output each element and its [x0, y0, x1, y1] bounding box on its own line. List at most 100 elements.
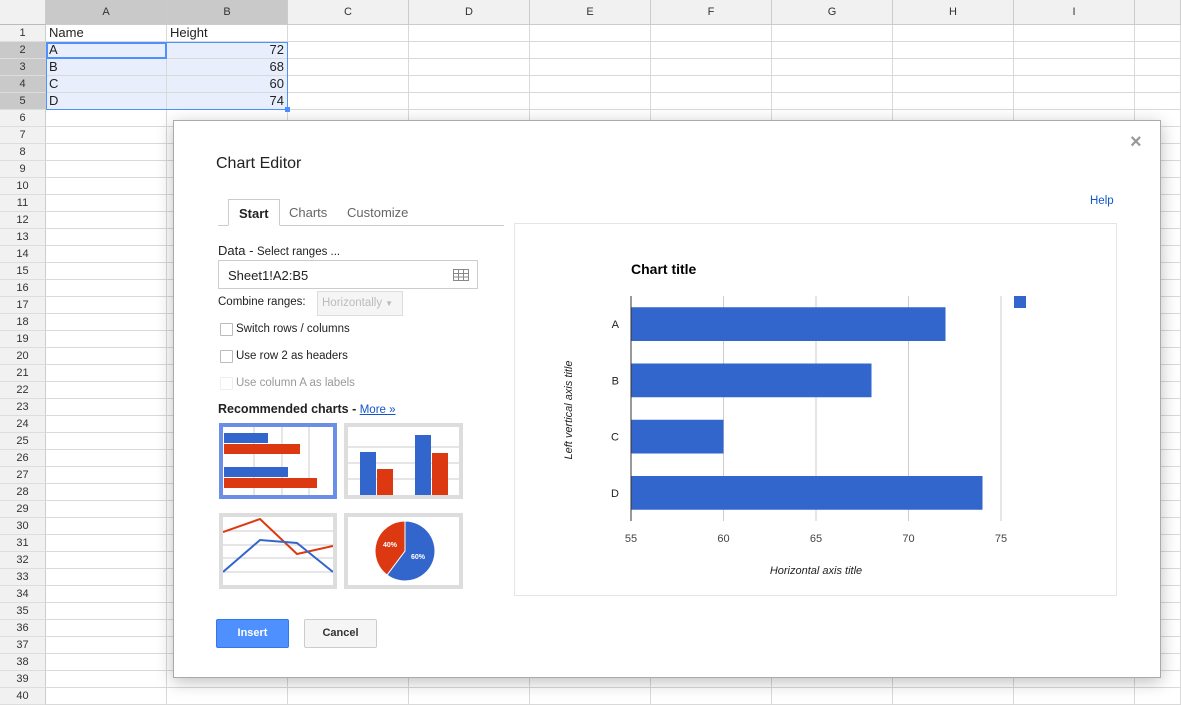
cell[interactable]: [530, 59, 651, 76]
cell[interactable]: [46, 450, 167, 467]
column-header[interactable]: [1135, 0, 1181, 25]
cell[interactable]: C: [46, 76, 167, 93]
cell[interactable]: [46, 637, 167, 654]
cell[interactable]: [893, 671, 1014, 688]
cell[interactable]: [288, 25, 409, 42]
cell[interactable]: [288, 42, 409, 59]
cell[interactable]: [772, 76, 893, 93]
cell[interactable]: [772, 25, 893, 42]
row-header[interactable]: 35: [0, 603, 46, 620]
row-header[interactable]: 21: [0, 365, 46, 382]
cell[interactable]: [409, 59, 530, 76]
cell[interactable]: [46, 382, 167, 399]
cell[interactable]: [1014, 25, 1135, 42]
cell[interactable]: [46, 433, 167, 450]
cell[interactable]: [46, 569, 167, 586]
cell[interactable]: [772, 93, 893, 110]
column-header[interactable]: I: [1014, 0, 1135, 25]
cell[interactable]: [530, 688, 651, 705]
cell[interactable]: [46, 144, 167, 161]
column-header[interactable]: D: [409, 0, 530, 25]
row-header[interactable]: 31: [0, 535, 46, 552]
cell[interactable]: [893, 25, 1014, 42]
cell[interactable]: [409, 688, 530, 705]
cell[interactable]: [409, 93, 530, 110]
row-header[interactable]: 14: [0, 246, 46, 263]
cell[interactable]: [46, 654, 167, 671]
cell[interactable]: [772, 671, 893, 688]
cell[interactable]: [893, 59, 1014, 76]
row-header[interactable]: 28: [0, 484, 46, 501]
cell[interactable]: [409, 76, 530, 93]
row-header[interactable]: 33: [0, 569, 46, 586]
cell[interactable]: [772, 42, 893, 59]
cell[interactable]: [288, 76, 409, 93]
column-header[interactable]: G: [772, 0, 893, 25]
cell[interactable]: [46, 365, 167, 382]
cell[interactable]: [167, 671, 288, 688]
cell[interactable]: [772, 688, 893, 705]
help-link[interactable]: Help: [1090, 195, 1114, 207]
row-headers-checkbox[interactable]: [220, 350, 233, 363]
switch-rows-checkbox[interactable]: [220, 323, 233, 336]
row-header[interactable]: 10: [0, 178, 46, 195]
cell[interactable]: [46, 688, 167, 705]
row-header[interactable]: 7: [0, 127, 46, 144]
cell[interactable]: [288, 688, 409, 705]
row-header[interactable]: 38: [0, 654, 46, 671]
cell[interactable]: [893, 42, 1014, 59]
row-header[interactable]: 24: [0, 416, 46, 433]
cell[interactable]: [288, 93, 409, 110]
row-header[interactable]: 15: [0, 263, 46, 280]
cancel-button[interactable]: Cancel: [304, 619, 377, 648]
cell[interactable]: [651, 59, 772, 76]
cell[interactable]: [46, 586, 167, 603]
combine-ranges-select[interactable]: Horizontally ▼: [317, 291, 403, 316]
column-header[interactable]: E: [530, 0, 651, 25]
cell[interactable]: [1014, 59, 1135, 76]
more-charts-link[interactable]: More »: [359, 404, 396, 416]
cell[interactable]: [46, 484, 167, 501]
grid-select-icon[interactable]: [453, 269, 469, 281]
row-header[interactable]: 16: [0, 280, 46, 297]
cell[interactable]: [1135, 42, 1181, 59]
cell[interactable]: [46, 280, 167, 297]
row-header[interactable]: 11: [0, 195, 46, 212]
cell[interactable]: [530, 93, 651, 110]
cell[interactable]: 68: [167, 59, 288, 76]
column-header[interactable]: B: [167, 0, 288, 25]
cell[interactable]: [46, 314, 167, 331]
fill-handle[interactable]: [285, 107, 290, 112]
row-header[interactable]: 23: [0, 399, 46, 416]
cell[interactable]: [46, 263, 167, 280]
cell[interactable]: [288, 59, 409, 76]
row-header[interactable]: 2: [0, 42, 46, 59]
row-header[interactable]: 30: [0, 518, 46, 535]
cell[interactable]: [893, 688, 1014, 705]
row-header[interactable]: 40: [0, 688, 46, 705]
row-header[interactable]: 22: [0, 382, 46, 399]
cell[interactable]: [46, 501, 167, 518]
cell[interactable]: [1135, 59, 1181, 76]
row-header[interactable]: 19: [0, 331, 46, 348]
row-header[interactable]: 29: [0, 501, 46, 518]
column-header[interactable]: C: [288, 0, 409, 25]
row-header[interactable]: 26: [0, 450, 46, 467]
row-header[interactable]: 13: [0, 229, 46, 246]
cell[interactable]: [46, 297, 167, 314]
cell[interactable]: [46, 671, 167, 688]
cell[interactable]: [46, 110, 167, 127]
cell[interactable]: [167, 688, 288, 705]
cell[interactable]: [893, 76, 1014, 93]
row-header[interactable]: 27: [0, 467, 46, 484]
cell[interactable]: [651, 671, 772, 688]
cell[interactable]: B: [46, 59, 167, 76]
row-header[interactable]: 8: [0, 144, 46, 161]
cell[interactable]: [651, 25, 772, 42]
cell[interactable]: [409, 25, 530, 42]
cell[interactable]: [530, 25, 651, 42]
cell[interactable]: [772, 59, 893, 76]
cell[interactable]: [530, 671, 651, 688]
cell[interactable]: [409, 671, 530, 688]
cell[interactable]: [1014, 688, 1135, 705]
